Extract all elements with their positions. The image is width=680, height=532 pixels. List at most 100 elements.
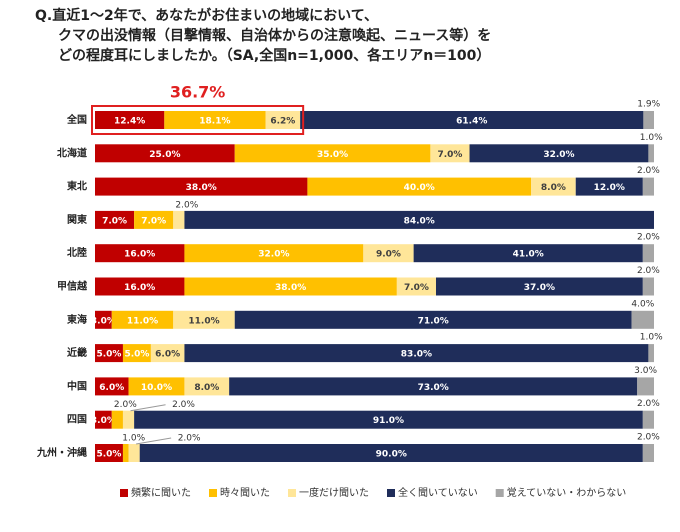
- data-label: 38.0%: [186, 183, 217, 193]
- bar-segment: [184, 244, 364, 263]
- data-label: 7.0%: [404, 283, 429, 293]
- data-label: 18.1%: [199, 117, 230, 127]
- bar-segment: [134, 410, 643, 429]
- data-label: 11.0%: [127, 316, 158, 326]
- data-label: 37.0%: [524, 283, 555, 293]
- bar-segment: [531, 177, 576, 196]
- data-label: 16.0%: [124, 250, 155, 260]
- data-label: 4.0%: [631, 299, 654, 309]
- data-label: 5.0%: [96, 450, 121, 460]
- bar-segment: [95, 377, 129, 396]
- data-label: 2.0%: [637, 266, 660, 276]
- data-label: 7.0%: [141, 216, 166, 226]
- bar-segment: [637, 377, 654, 396]
- bar-segment: [95, 144, 235, 163]
- bar-segment: [430, 144, 470, 163]
- data-label: 11.0%: [188, 316, 219, 326]
- data-label: 8.0%: [541, 183, 566, 193]
- bar-segment: [300, 111, 644, 129]
- legend-label: 頻繁に聞いた: [131, 486, 191, 499]
- bar-segment: [642, 177, 654, 196]
- bar-segment: [173, 310, 235, 329]
- bar-segment: [122, 444, 129, 462]
- bar-segment: [642, 444, 654, 462]
- bar-segment: [363, 244, 414, 263]
- leader-line: [130, 404, 166, 412]
- data-label: 2.0%: [178, 434, 201, 444]
- bar-segment: [173, 210, 185, 229]
- bar-segment: [642, 277, 654, 296]
- data-label: 1.0%: [640, 133, 663, 143]
- data-label: 71.0%: [418, 316, 449, 326]
- bar-segment: [122, 410, 135, 429]
- bar-segment: [184, 344, 649, 363]
- data-label: 83.0%: [401, 350, 432, 360]
- bar-segment: [234, 310, 632, 329]
- data-label: 61.4%: [456, 117, 487, 127]
- bar-segment: [648, 144, 654, 163]
- data-label: 2.0%: [114, 400, 137, 410]
- data-label: 40.0%: [404, 183, 435, 193]
- bar-segment: [95, 177, 308, 196]
- y-tick-label: 四国: [67, 414, 87, 426]
- y-tick-label: 東北: [67, 180, 87, 193]
- legend-swatch: [495, 489, 504, 497]
- annotation: 36.7%: [170, 83, 226, 102]
- bar-segment: [184, 277, 397, 296]
- y-tick-label: 甲信越: [57, 280, 88, 293]
- data-label: 1.0%: [122, 434, 145, 444]
- bar-segment: [643, 111, 654, 129]
- bar-segment: [95, 410, 112, 429]
- bar-segment: [229, 377, 638, 396]
- bar-segment: [111, 310, 174, 329]
- bar-segment: [122, 344, 151, 363]
- data-label: 25.0%: [149, 150, 180, 160]
- bar-segment: [184, 210, 654, 229]
- data-label: 2.0%: [637, 399, 660, 409]
- y-tick-label: 東海: [67, 313, 87, 326]
- chart-title: どの程度耳にしましたか。（SA,全国n=1,000、各エリアn＝100）: [58, 47, 490, 64]
- legend-swatch: [120, 489, 128, 497]
- data-label: 2.0%: [175, 200, 198, 210]
- y-tick-label: 九州・沖縄: [36, 446, 87, 459]
- bar-segment: [265, 111, 301, 129]
- bar-segment: [648, 344, 654, 363]
- bar-segment: [307, 177, 532, 196]
- data-label: 5.0%: [124, 350, 149, 360]
- legend-swatch: [209, 489, 217, 497]
- bar-segment: [150, 344, 185, 363]
- bar-segment: [95, 310, 112, 329]
- bar-segment: [469, 144, 649, 163]
- bar-segment: [95, 444, 123, 462]
- bar-segment: [642, 410, 654, 429]
- data-label: 12.4%: [114, 117, 145, 127]
- bar-segment: [134, 210, 174, 229]
- data-label: 2.0%: [172, 400, 195, 410]
- bar-segment: [642, 244, 654, 263]
- y-tick-label: 関東: [67, 213, 87, 226]
- bar-segment: [139, 444, 643, 462]
- data-label: 35.0%: [317, 150, 348, 160]
- data-label: 3.0%: [91, 316, 116, 326]
- leader-line: [136, 437, 172, 445]
- data-label: 32.0%: [543, 150, 574, 160]
- chart-title: クマの出没情報（目撃情報、自治体からの注意喚起、ニュース等）を: [58, 27, 491, 44]
- bar-segment: [95, 344, 123, 363]
- data-label: 7.0%: [437, 150, 462, 160]
- y-tick-label: 北陸: [67, 246, 87, 259]
- bar-segment: [396, 277, 436, 296]
- legend-label: 時々聞いた: [220, 487, 270, 499]
- data-label: 73.0%: [418, 383, 449, 393]
- data-label: 2.0%: [637, 433, 660, 443]
- legend-label: 全く聞いていない: [398, 486, 478, 499]
- bar-segment: [184, 377, 230, 396]
- legend-swatch: [288, 489, 296, 497]
- data-label: 6.0%: [155, 350, 180, 360]
- data-label: 91.0%: [373, 416, 404, 426]
- data-label: 3.0%: [634, 366, 657, 376]
- data-label: 2.0%: [637, 166, 660, 176]
- y-tick-label: 北海道: [57, 146, 87, 159]
- data-label: 12.0%: [594, 183, 625, 193]
- bar-segment: [631, 310, 654, 329]
